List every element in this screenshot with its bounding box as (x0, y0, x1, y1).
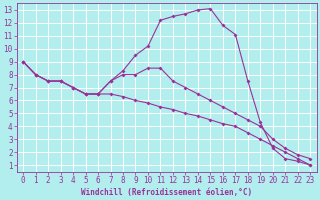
X-axis label: Windchill (Refroidissement éolien,°C): Windchill (Refroidissement éolien,°C) (81, 188, 252, 197)
